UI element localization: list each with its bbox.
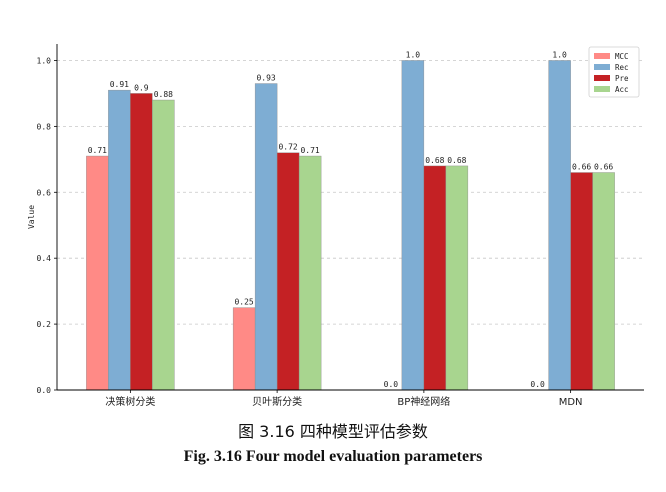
data-labels: 0.710.91 0.90.880.250.930.72 0.710.01.00.6… (88, 50, 614, 389)
y-tick-label: 0.6 (37, 188, 52, 197)
bar-pre (276, 152, 300, 391)
bar-rec (401, 60, 425, 391)
bar-rec (108, 89, 131, 391)
bar-acc (592, 172, 615, 391)
data-label: 1.0 (552, 50, 567, 59)
legend: MCC Rec Pre Acc (588, 46, 640, 98)
legend-swatch-mcc (594, 53, 610, 59)
data-label: 0.91 (110, 80, 129, 89)
data-label: 0.68 (447, 156, 466, 165)
legend-label-acc: Acc (615, 85, 629, 94)
bars (86, 60, 615, 391)
x-tick-label: BP神经网络 (397, 395, 450, 408)
data-label: 0.72 (278, 143, 297, 152)
bar-chart: 0.710.91 0.90.880.250.930.72 0.710.01.00.6… (27, 44, 644, 408)
axes: 0.0 0.2 0.4 0.6 0.8 1.0 Value 决策树分类 贝叶斯分类 BP神经网络 M… (27, 44, 644, 408)
legend-label-pre: Pre (615, 74, 629, 83)
data-label: 0.0 (530, 380, 545, 389)
bar-rec (254, 83, 278, 391)
legend-label-rec: Rec (615, 63, 629, 72)
y-tick-label: 0.4 (37, 254, 52, 263)
bar-acc (298, 155, 322, 391)
data-label: 0.71 (300, 146, 319, 155)
bar-pre (423, 165, 447, 391)
legend-swatch-rec (594, 64, 610, 70)
x-tick-label: 贝叶斯分类 (252, 395, 302, 408)
x-tick-label: MDN (559, 397, 583, 408)
legend-box (588, 46, 640, 98)
y-tick-label: 0.2 (37, 320, 52, 329)
y-tick-label: 1.0 (37, 56, 52, 65)
caption-english: Fig. 3.16 Four model evaluation paramete… (183, 448, 483, 465)
data-label: 0.71 (88, 146, 107, 155)
bar-acc (152, 99, 175, 391)
legend-label-mcc: MCC (615, 52, 629, 61)
data-label: 0.0 (384, 380, 399, 389)
data-label: 0.66 (594, 163, 613, 172)
bar-rec (548, 60, 571, 391)
bar-pre (570, 172, 593, 391)
y-tick-label: 0.8 (37, 122, 52, 131)
x-tick-label: 决策树分类 (105, 395, 155, 408)
y-axis-label: Value (27, 205, 36, 229)
data-label: 0.93 (256, 74, 275, 83)
data-label: 0.68 (425, 156, 444, 165)
data-label: 0.88 (154, 90, 173, 99)
bar-acc (445, 165, 469, 391)
data-label: 0.25 (234, 298, 253, 307)
bar-mcc (86, 155, 109, 391)
bar-pre (130, 93, 153, 391)
data-label: 0.9 (134, 83, 149, 92)
bar-mcc (232, 307, 256, 391)
y-tick-label: 0.0 (37, 386, 52, 395)
caption-chinese: 图 3.16 四种模型评估参数 (238, 422, 428, 441)
data-label: 1.0 (406, 50, 421, 59)
legend-swatch-pre (594, 75, 610, 81)
legend-swatch-acc (594, 86, 610, 92)
data-label: 0.66 (572, 163, 591, 172)
